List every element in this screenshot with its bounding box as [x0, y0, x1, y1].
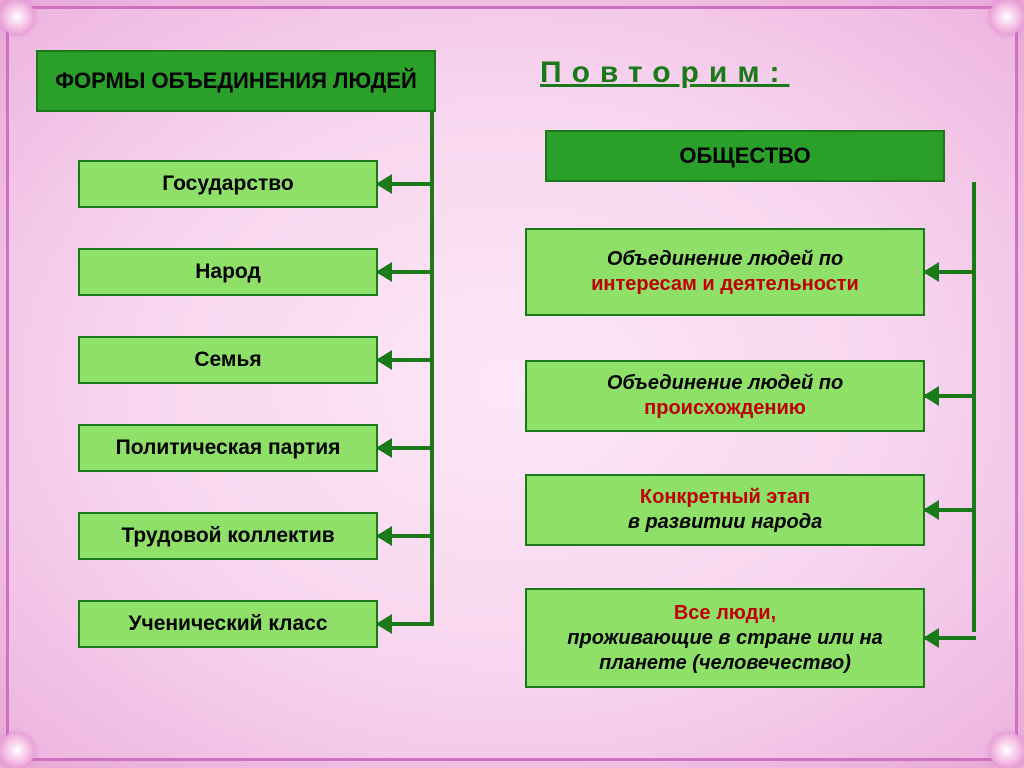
review-title: Повторим:: [540, 56, 790, 90]
right-item-red: Конкретный этап: [640, 485, 810, 510]
right-item-pre: Объединение людей по: [607, 247, 843, 272]
right-header-box: ОБЩЕСТВО: [545, 130, 945, 182]
left-item-text: Политическая партия: [116, 435, 341, 461]
arrow-left-icon: [923, 262, 939, 282]
corner-ornament: [0, 0, 35, 35]
left-item-box: Семья: [78, 336, 378, 384]
left-item-box: Трудовой коллектив: [78, 512, 378, 560]
arrow-left-icon: [376, 526, 392, 546]
arrow-left-icon: [923, 628, 939, 648]
right-connector-vline: [972, 182, 976, 632]
left-item-box: Ученический класс: [78, 600, 378, 648]
left-item-box: Политическая партия: [78, 424, 378, 472]
corner-ornament: [989, 0, 1024, 35]
right-item-red: происхождению: [644, 396, 806, 421]
arrow-left-icon: [376, 438, 392, 458]
right-item-post: в развитии народа: [628, 510, 822, 535]
right-item-box: Объединение людей попроисхождению: [525, 360, 925, 432]
left-connector-vline: [430, 112, 434, 624]
left-item-text: Семья: [194, 347, 261, 373]
right-item-red: интересам и деятельности: [591, 272, 859, 297]
corner-ornament: [0, 732, 35, 768]
right-item-box: Конкретный этапв развитии народа: [525, 474, 925, 546]
left-item-box: Народ: [78, 248, 378, 296]
arrow-left-icon: [376, 262, 392, 282]
arrow-left-icon: [923, 500, 939, 520]
right-item-box: Все люди,проживающие в стране или на пла…: [525, 588, 925, 688]
arrow-left-icon: [376, 614, 392, 634]
corner-ornament: [989, 732, 1024, 768]
left-item-box: Государство: [78, 160, 378, 208]
arrow-left-icon: [376, 174, 392, 194]
right-header-text: ОБЩЕСТВО: [679, 142, 810, 170]
left-item-text: Трудовой коллектив: [121, 523, 334, 549]
right-item-post: проживающие в стране или на планете (чел…: [533, 626, 917, 676]
left-header-box: ФОРМЫ ОБЪЕДИНЕНИЯ ЛЮДЕЙ: [36, 50, 436, 112]
right-item-red: Все люди,: [674, 601, 776, 626]
left-item-text: Государство: [162, 171, 294, 197]
left-item-text: Народ: [195, 259, 261, 285]
left-item-text: Ученический класс: [128, 611, 327, 637]
arrow-left-icon: [376, 350, 392, 370]
left-header-text: ФОРМЫ ОБЪЕДИНЕНИЯ ЛЮДЕЙ: [55, 67, 417, 95]
arrow-left-icon: [923, 386, 939, 406]
right-item-box: Объединение людей поинтересам и деятельн…: [525, 228, 925, 316]
right-item-pre: Объединение людей по: [607, 371, 843, 396]
